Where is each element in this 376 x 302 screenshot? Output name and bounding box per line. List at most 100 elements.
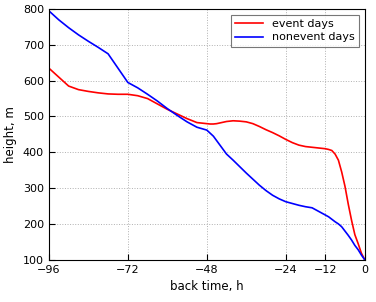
- event days: [303, 145, 308, 148]
- event days: [353, 233, 357, 236]
- nonevent days: [316, 210, 321, 213]
- event days: [165, 108, 170, 111]
- nonevent days: [116, 66, 120, 70]
- event days: [66, 84, 71, 88]
- nonevent days: [343, 229, 347, 233]
- event days: [340, 170, 344, 174]
- Line: nonevent days: nonevent days: [49, 11, 365, 260]
- nonevent days: [66, 26, 71, 30]
- nonevent days: [175, 114, 179, 117]
- nonevent days: [320, 211, 324, 215]
- nonevent days: [238, 165, 242, 169]
- nonevent days: [126, 81, 130, 84]
- event days: [326, 148, 331, 151]
- event days: [264, 128, 268, 132]
- event days: [290, 141, 295, 144]
- event days: [336, 158, 341, 162]
- event days: [218, 121, 222, 125]
- nonevent days: [323, 213, 327, 217]
- event days: [208, 122, 212, 126]
- nonevent days: [257, 183, 262, 187]
- X-axis label: back time, h: back time, h: [170, 280, 244, 293]
- event days: [155, 102, 160, 106]
- event days: [244, 120, 249, 124]
- nonevent days: [86, 40, 91, 43]
- nonevent days: [346, 233, 350, 237]
- Legend: event days, nonevent days: event days, nonevent days: [231, 14, 359, 47]
- nonevent days: [47, 9, 51, 13]
- event days: [310, 146, 314, 149]
- nonevent days: [277, 197, 281, 201]
- nonevent days: [244, 171, 249, 175]
- event days: [145, 97, 150, 100]
- nonevent days: [195, 125, 199, 129]
- nonevent days: [106, 52, 111, 56]
- nonevent days: [310, 206, 314, 210]
- event days: [329, 149, 334, 152]
- nonevent days: [270, 194, 275, 197]
- nonevent days: [303, 205, 308, 209]
- nonevent days: [333, 220, 337, 223]
- nonevent days: [250, 177, 255, 181]
- Line: event days: event days: [49, 68, 365, 260]
- event days: [214, 122, 219, 125]
- nonevent days: [284, 200, 288, 204]
- nonevent days: [211, 134, 216, 138]
- nonevent days: [329, 217, 334, 221]
- event days: [284, 138, 288, 141]
- event days: [106, 92, 111, 96]
- nonevent days: [297, 204, 301, 207]
- event days: [323, 147, 327, 150]
- nonevent days: [349, 238, 354, 242]
- event days: [175, 112, 179, 116]
- event days: [346, 202, 350, 206]
- nonevent days: [165, 107, 170, 111]
- event days: [76, 88, 81, 92]
- event days: [356, 242, 360, 246]
- nonevent days: [145, 92, 150, 96]
- event days: [47, 66, 51, 70]
- event days: [205, 122, 209, 125]
- nonevent days: [362, 258, 367, 262]
- event days: [211, 122, 216, 126]
- nonevent days: [205, 128, 209, 132]
- event days: [116, 92, 120, 96]
- event days: [320, 146, 324, 150]
- event days: [96, 91, 100, 95]
- event days: [195, 121, 199, 124]
- event days: [238, 119, 242, 123]
- event days: [333, 152, 337, 156]
- nonevent days: [224, 152, 229, 156]
- nonevent days: [185, 120, 189, 124]
- nonevent days: [359, 253, 364, 257]
- nonevent days: [353, 244, 357, 247]
- event days: [362, 258, 367, 262]
- nonevent days: [218, 143, 222, 147]
- nonevent days: [326, 215, 331, 219]
- event days: [86, 90, 91, 93]
- event days: [126, 92, 130, 96]
- event days: [185, 117, 189, 120]
- nonevent days: [290, 202, 295, 205]
- Y-axis label: height, m: height, m: [5, 106, 17, 163]
- event days: [277, 134, 281, 138]
- event days: [343, 185, 347, 188]
- nonevent days: [155, 99, 160, 103]
- event days: [270, 131, 275, 134]
- nonevent days: [76, 33, 81, 37]
- nonevent days: [356, 248, 360, 252]
- nonevent days: [336, 222, 341, 226]
- event days: [257, 125, 262, 128]
- event days: [224, 120, 229, 123]
- nonevent days: [340, 225, 344, 229]
- event days: [316, 146, 321, 150]
- nonevent days: [264, 189, 268, 192]
- nonevent days: [231, 158, 235, 162]
- event days: [231, 119, 235, 123]
- event days: [56, 75, 61, 79]
- event days: [250, 122, 255, 125]
- event days: [359, 252, 364, 255]
- event days: [135, 94, 140, 98]
- event days: [297, 143, 301, 147]
- nonevent days: [56, 18, 61, 22]
